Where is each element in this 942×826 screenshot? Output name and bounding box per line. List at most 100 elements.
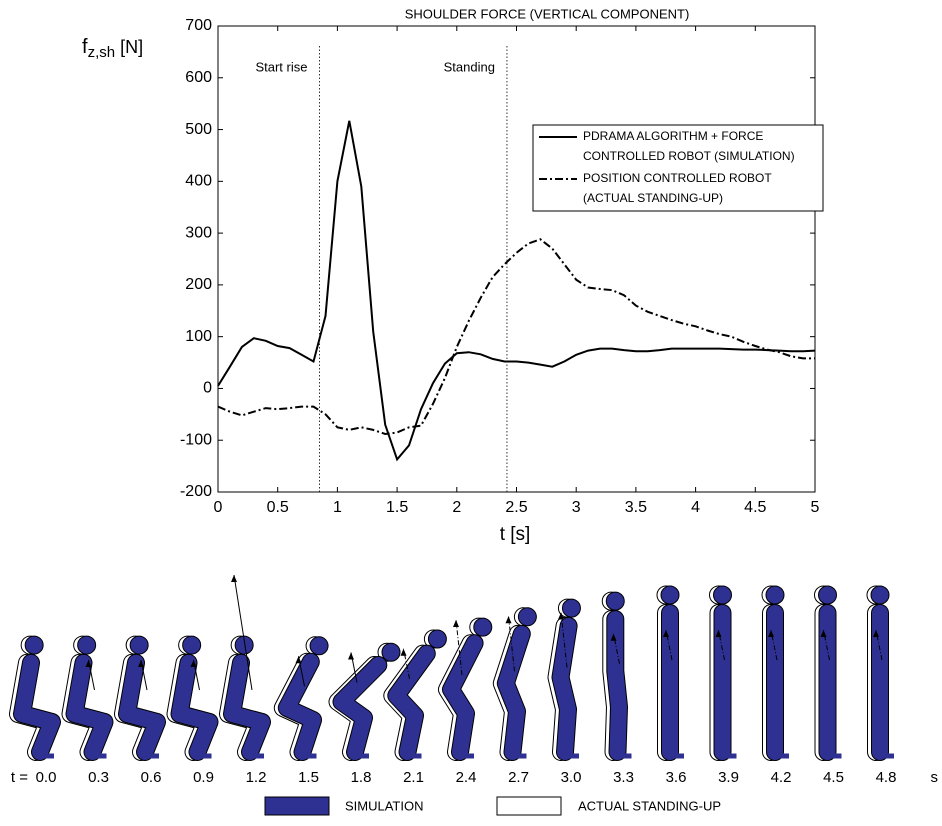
silhouette-head (473, 617, 493, 637)
silhouette-body (224, 654, 270, 760)
y-axis-label: fz,sh [N] (82, 36, 143, 61)
legend-label: PDRAMA ALGORITHM + FORCE CONTROLLED ROBOT… (583, 129, 795, 163)
plot-frame (217, 25, 816, 493)
event-label: Start rise (255, 59, 307, 74)
legend-actual-label: ACTUAL STANDING-UP (578, 798, 721, 813)
x-tick-label: 0.5 (267, 499, 289, 516)
y-tick-label: 700 (185, 17, 212, 34)
y-label-sub: z,sh (88, 44, 116, 61)
y-tick-label: 600 (185, 69, 212, 86)
silhouette-head (605, 591, 625, 611)
silhouette-body (119, 654, 165, 760)
silhouette-body (14, 654, 60, 760)
legend-sim-label: SIMULATION (345, 798, 424, 813)
event-label: Standing (444, 59, 495, 74)
silhouette-head (818, 585, 837, 605)
time-label: 2.1 (403, 769, 424, 786)
x-tick-label: 1 (333, 499, 342, 516)
y-tick-label: 300 (185, 224, 212, 241)
time-unit: s (931, 769, 939, 786)
time-label: 1.8 (351, 769, 372, 786)
time-label: 4.2 (771, 769, 792, 786)
y-label-main: f (82, 36, 88, 58)
force-arrowhead (295, 656, 302, 664)
time-label: 0.6 (141, 769, 162, 786)
silhouette-head (517, 607, 537, 627)
time-label: 0.0 (36, 769, 57, 786)
force-arrowhead (873, 630, 879, 637)
legend-sim-swatch (264, 796, 330, 816)
x-tick-label: 1.5 (386, 499, 408, 516)
legend-label: POSITION CONTROLLED ROBOT (ACTUAL STANDIN… (583, 171, 772, 205)
x-tick-label: 5 (811, 499, 820, 516)
force-arrowhead (85, 660, 92, 667)
y-tick-label: 0 (203, 380, 212, 397)
legend-box (532, 124, 824, 212)
silhouette-body (552, 617, 577, 760)
force-arrow (508, 616, 515, 672)
silhouette-body (443, 635, 483, 760)
force-arrowhead (505, 616, 512, 624)
x-tick-label: 4 (691, 499, 700, 516)
silhouette-head (660, 585, 680, 605)
silhouette-head (870, 585, 890, 605)
series-line (217, 120, 816, 462)
y-tick-label: 100 (185, 328, 212, 345)
x-tick-label: 4.5 (744, 499, 766, 516)
silhouette-head (309, 636, 329, 656)
time-label: 0.9 (193, 769, 214, 786)
force-arrowhead (138, 660, 144, 667)
silhouette-body (333, 657, 387, 760)
silhouette-body (497, 625, 530, 760)
silhouette-head (77, 635, 97, 655)
force-arrowhead (768, 630, 774, 637)
time-label: 1.5 (298, 769, 319, 786)
silhouette-body (278, 653, 321, 760)
force-arrowhead (610, 633, 617, 641)
x-tick-label: 3.5 (625, 499, 647, 516)
figure-strip: 0.0 0.3 0.6 0.9 1.2 1.5 1.8 2.1 2.4 2.7 3.0 3.3 3.6 3… (9, 574, 939, 816)
silhouette-head (427, 629, 447, 649)
x-tick-label: 3 (572, 499, 581, 516)
time-label: 4.8 (876, 769, 897, 786)
silhouette-head (765, 585, 785, 605)
time-label: 2.7 (508, 769, 529, 786)
x-tick-label: 2.5 (505, 499, 527, 516)
silhouette-head (182, 635, 202, 655)
silhouette-head (561, 598, 581, 618)
force-arrowhead (231, 575, 237, 582)
force-arrowhead (820, 630, 827, 637)
silhouette-head (129, 635, 149, 655)
silhouette-head (24, 635, 44, 655)
time-label: 3.3 (613, 769, 634, 786)
y-tick-label: 500 (185, 121, 212, 138)
silhouette-head (234, 635, 254, 655)
x-tick-label: 2 (452, 499, 461, 516)
x-tick-label: 0 (214, 499, 223, 516)
legend-actual-swatch (496, 796, 562, 816)
silhouette-body (171, 654, 218, 760)
time-label: 2.4 (456, 769, 477, 786)
silhouette-body (607, 611, 627, 760)
force-arrowhead (663, 630, 669, 637)
y-tick-label: 400 (185, 173, 212, 190)
force-arrowhead (715, 630, 722, 637)
force-arrowhead (348, 652, 354, 660)
time-label: 1.2 (246, 769, 267, 786)
y-tick-label: -100 (180, 431, 212, 448)
force-arrowhead (453, 620, 459, 627)
force-arrowhead (190, 660, 197, 667)
y-tick-label: -200 (180, 483, 212, 500)
silhouette-head (713, 585, 732, 605)
time-prefix: t = (11, 769, 28, 786)
x-axis-label: t [s] (500, 524, 531, 545)
time-label: 3.0 (561, 769, 582, 786)
force-arrowhead (400, 648, 407, 656)
y-tick-label: 200 (185, 276, 212, 293)
chart-title: SHOULDER FORCE (VERTICAL COMPONENT) (405, 6, 690, 21)
time-label: 3.6 (666, 769, 687, 786)
force-arrow (233, 574, 253, 691)
time-label: 0.3 (88, 769, 109, 786)
